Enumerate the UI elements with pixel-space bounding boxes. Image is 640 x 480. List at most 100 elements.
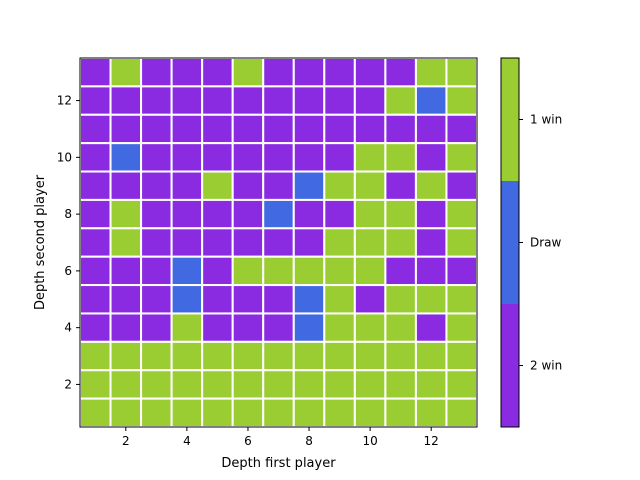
heatmap-cell bbox=[201, 85, 234, 116]
heatmap-cell bbox=[323, 113, 356, 145]
heatmap-cell bbox=[170, 397, 204, 429]
heatmap-cell bbox=[384, 255, 417, 287]
heatmap-cell bbox=[323, 312, 356, 343]
heatmap-cell bbox=[353, 198, 387, 230]
heatmap-cell bbox=[79, 340, 112, 372]
heatmap-cell bbox=[323, 57, 356, 88]
heatmap-cell bbox=[201, 170, 234, 201]
heatmap-cell bbox=[353, 57, 387, 88]
heatmap-cell bbox=[414, 113, 448, 145]
heatmap-cell bbox=[170, 369, 204, 400]
heatmap-cell bbox=[323, 142, 356, 173]
heatmap-cell bbox=[109, 198, 143, 230]
heatmap-cell bbox=[231, 369, 265, 400]
heatmap-cell bbox=[79, 85, 112, 116]
heatmap-cell bbox=[353, 340, 387, 372]
heatmap-cell bbox=[109, 312, 143, 343]
heatmap-cell bbox=[414, 198, 448, 230]
heatmap-cell bbox=[262, 142, 295, 173]
heatmap-cell bbox=[79, 170, 112, 201]
heatmap-cell bbox=[201, 198, 234, 230]
heatmap-cell bbox=[323, 255, 356, 287]
y-tick-label: 4 bbox=[64, 321, 72, 335]
heatmap-cell bbox=[140, 397, 173, 429]
heatmap-cell bbox=[353, 85, 387, 116]
heatmap-cell bbox=[79, 113, 112, 145]
heatmap-cell bbox=[414, 142, 448, 173]
heatmap-cell bbox=[79, 255, 112, 287]
heatmap-cell bbox=[109, 284, 143, 315]
heatmap-cell bbox=[109, 85, 143, 116]
heatmap-cell bbox=[79, 142, 112, 173]
heatmap-cell bbox=[445, 255, 479, 287]
heatmap-cell bbox=[353, 170, 387, 201]
heatmap-cell bbox=[262, 255, 295, 287]
heatmap-cell bbox=[231, 227, 265, 258]
heatmap-cell bbox=[414, 397, 448, 429]
heatmap-cell bbox=[231, 312, 265, 343]
heatmap-cell bbox=[323, 227, 356, 258]
heatmap-cell bbox=[170, 85, 204, 116]
heatmap-cell bbox=[109, 57, 143, 88]
heatmap-cell bbox=[323, 397, 356, 429]
heatmap-cell bbox=[140, 312, 173, 343]
heatmap-cell bbox=[79, 227, 112, 258]
heatmap-cell bbox=[292, 198, 326, 230]
heatmap-cell bbox=[445, 340, 479, 372]
heatmap-cell bbox=[201, 142, 234, 173]
heatmap-cell bbox=[292, 142, 326, 173]
x-tick-label: 10 bbox=[362, 434, 377, 448]
heatmap-cell bbox=[170, 312, 204, 343]
heatmap-cell bbox=[201, 369, 234, 400]
y-tick-label: 12 bbox=[57, 94, 72, 108]
heatmap-cell bbox=[79, 284, 112, 315]
heatmap-cell bbox=[170, 113, 204, 145]
heatmap-cell bbox=[231, 85, 265, 116]
heatmap-cell bbox=[292, 369, 326, 400]
heatmap-cell bbox=[384, 312, 417, 343]
heatmap-cell bbox=[170, 340, 204, 372]
x-tick-label: 12 bbox=[424, 434, 439, 448]
heatmap-cell bbox=[384, 113, 417, 145]
colorbar-segment bbox=[501, 181, 519, 304]
heatmap-cell bbox=[292, 284, 326, 315]
heatmap-cell bbox=[109, 113, 143, 145]
heatmap-cell bbox=[353, 227, 387, 258]
heatmap-cell bbox=[140, 284, 173, 315]
heatmap-cell bbox=[445, 369, 479, 400]
heatmap-cell bbox=[292, 57, 326, 88]
heatmap-cell bbox=[109, 340, 143, 372]
heatmap-cell bbox=[140, 85, 173, 116]
heatmap-cell bbox=[109, 369, 143, 400]
heatmap-cell bbox=[201, 340, 234, 372]
heatmap-cell bbox=[323, 170, 356, 201]
heatmap-cell bbox=[262, 227, 295, 258]
heatmap-cell bbox=[384, 198, 417, 230]
heatmap-cell bbox=[323, 198, 356, 230]
colorbar-label: 1 win bbox=[530, 113, 562, 127]
heatmap-cell bbox=[292, 85, 326, 116]
heatmap-cell bbox=[262, 340, 295, 372]
y-tick-label: 10 bbox=[57, 150, 72, 164]
heatmap-cell bbox=[292, 312, 326, 343]
colorbar-label: Draw bbox=[530, 236, 562, 250]
heatmap-cell bbox=[414, 340, 448, 372]
heatmap-cell bbox=[292, 170, 326, 201]
heatmap-cell bbox=[353, 284, 387, 315]
heatmap-cell bbox=[201, 113, 234, 145]
heatmap-cell bbox=[445, 227, 479, 258]
heatmap-cell bbox=[170, 227, 204, 258]
heatmap-cell bbox=[384, 142, 417, 173]
heatmap-cell bbox=[140, 142, 173, 173]
heatmap-cell bbox=[109, 227, 143, 258]
heatmap-cell bbox=[79, 369, 112, 400]
heatmap-cell bbox=[414, 369, 448, 400]
heatmap-cell bbox=[231, 113, 265, 145]
heatmap-cell bbox=[109, 397, 143, 429]
heatmap-cell bbox=[231, 397, 265, 429]
colorbar-segment bbox=[501, 58, 519, 181]
heatmap-cell bbox=[384, 284, 417, 315]
heatmap-cell bbox=[262, 312, 295, 343]
heatmap-cell bbox=[201, 227, 234, 258]
